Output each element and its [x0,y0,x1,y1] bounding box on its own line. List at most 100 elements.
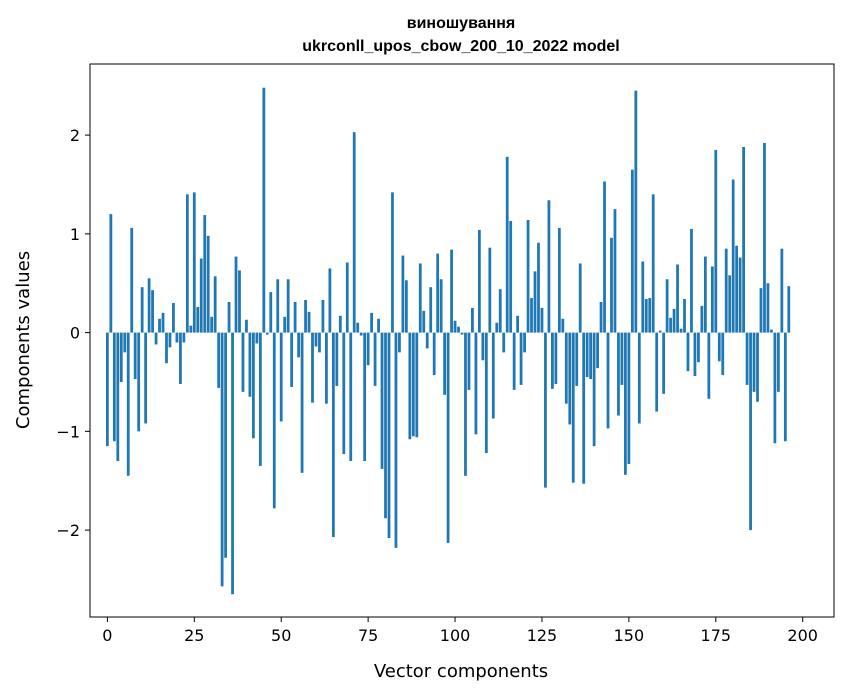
bar-91 [422,310,426,333]
bar-77 [373,332,377,386]
y-tick-label: 2 [70,126,80,145]
bar-136 [578,263,582,333]
bars-group [105,87,791,595]
bar-184 [745,332,749,385]
bar-48 [272,332,276,509]
bar-173 [707,332,711,399]
bar-189 [763,143,766,333]
bar-105 [471,307,474,333]
bar-30 [210,316,214,333]
bar-195 [783,332,787,442]
bar-103 [464,332,467,476]
bar-161 [665,279,669,333]
bar-113 [498,289,502,333]
bar-139 [589,332,593,380]
bar-31 [213,276,217,333]
bar-111 [491,332,495,419]
bar-67 [338,315,342,333]
bar-144 [606,332,610,429]
bar-141 [596,332,599,369]
bar-170 [697,332,700,363]
x-axis-ticks: 0 25 50 75 100 125 150 175 200 [102,617,818,645]
bar-178 [724,248,728,333]
bar-186 [752,332,756,392]
bar-100 [453,320,457,333]
bar-133 [568,332,572,425]
bar-127 [547,200,551,333]
bar-146 [613,209,617,333]
bar-45 [262,87,266,333]
bar-95 [436,253,440,333]
bar-73 [359,332,363,336]
bar-84 [398,332,401,353]
bar-140 [592,332,596,447]
bar-47 [269,292,273,333]
bar-153 [637,332,641,424]
bar-179 [728,275,732,333]
x-tick-label: 50 [271,626,291,645]
bar-151 [630,169,634,333]
y-tick-label: 0 [70,324,80,343]
bar-145 [610,237,613,333]
bar-181 [735,245,739,333]
bar-99 [450,249,453,333]
bar-166 [683,299,686,333]
bar-162 [669,317,672,333]
bar-97 [443,332,447,395]
bar-58 [307,311,311,333]
bar-44 [258,332,262,466]
bar-50 [279,332,283,422]
bar-119 [519,332,523,385]
bar-96 [439,279,443,333]
bar-182 [738,257,742,333]
bar-149 [624,332,627,475]
bar-60 [314,332,318,347]
bar-116 [509,221,513,333]
bar-54 [293,301,297,333]
bar-158 [655,332,659,412]
bar-85 [401,255,405,333]
x-tick-label: 0 [102,626,112,645]
bar-37 [234,256,238,333]
bar-175 [714,149,718,333]
bar-76 [370,312,373,333]
bar-177 [721,332,725,376]
bar-64 [328,268,332,333]
bar-56 [300,332,304,473]
bar-11 [144,332,148,424]
bar-42 [252,332,255,439]
bar-62 [321,300,325,333]
bar-101 [457,326,460,333]
bar-128 [551,332,554,389]
bar-108 [481,332,485,361]
bar-18 [168,332,172,348]
bar-192 [773,332,777,444]
bar-159 [658,330,662,333]
bar-52 [286,279,290,333]
bar-143 [603,181,606,333]
bar-53 [290,332,294,387]
bar-194 [780,248,784,333]
bar-86 [404,280,408,333]
bar-22 [182,332,186,343]
bar-176 [717,332,721,362]
bar-40 [245,319,248,333]
bar-90 [418,263,422,333]
bar-172 [703,256,707,333]
bar-0 [105,332,109,447]
bar-17 [165,332,168,364]
bar-7 [130,227,134,333]
bar-130 [557,227,561,333]
bar-21 [179,332,182,384]
bar-123 [533,271,537,333]
bar-180 [731,179,735,333]
chart-title-line-1: виношування [407,15,516,32]
bar-110 [488,247,492,333]
bar-117 [512,332,516,390]
bar-5 [123,332,127,353]
bar-148 [620,332,624,385]
bar-9 [137,332,141,432]
x-tick-label: 150 [614,626,645,645]
bar-120 [523,332,526,353]
